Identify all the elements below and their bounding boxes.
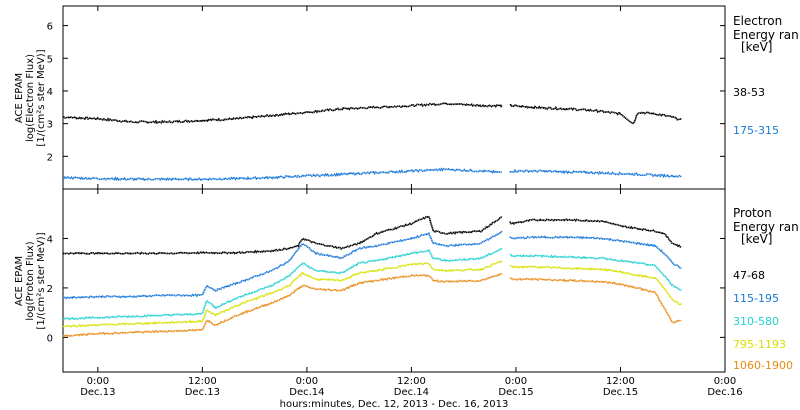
legend-item-310-580: 310-580 xyxy=(733,315,779,328)
series-47-68 xyxy=(509,218,682,248)
series-795-1193 xyxy=(509,264,682,306)
proton-legend-unit: [keV] xyxy=(741,232,772,246)
electron-legend-subtitle: Energy ran xyxy=(733,28,799,42)
x-axis: 0:00Dec.1312:00Dec.130:00Dec.1412:00Dec.… xyxy=(80,376,742,398)
series-1060-1900 xyxy=(509,277,682,324)
x-tick-day: Dec.14 xyxy=(394,387,429,398)
y-tick-label: 5 xyxy=(47,54,53,65)
y-tick-label: 2 xyxy=(47,284,53,295)
proton-legend-title: Proton xyxy=(733,206,772,220)
legend-item-38-53: 38-53 xyxy=(733,86,765,99)
proton-ylabel-line1: ACE EPAM xyxy=(14,256,25,306)
y-tick-label: 0 xyxy=(47,333,53,344)
series-1060-1900 xyxy=(62,272,503,338)
series-795-1193 xyxy=(62,260,503,328)
legend-item-47-68: 47-68 xyxy=(733,269,765,282)
series-310-580 xyxy=(509,253,682,292)
electron-ylabel-line3: [1/(cm²s ster MeV)] xyxy=(36,49,47,146)
electron-ylabel-line2: log(Electron Flux) xyxy=(25,54,36,142)
x-tick-day: Dec.15 xyxy=(603,387,638,398)
x-tick-time: 0:00 xyxy=(87,376,109,387)
proton-ylabel: ACE EPAM log(Proton Flux) [1/(cm²s ster … xyxy=(14,232,47,329)
proton-ylabel-line3: [1/(cm²s ster MeV)] xyxy=(36,232,47,329)
x-axis-label: hours:minutes, Dec. 12, 2013 - Dec. 16, … xyxy=(280,399,509,410)
series-310-580 xyxy=(62,247,503,321)
x-tick-day: Dec.13 xyxy=(185,387,220,398)
x-tick-time: 0:00 xyxy=(296,376,318,387)
electron-ylabel-line1: ACE EPAM xyxy=(14,73,25,123)
series-115-195 xyxy=(62,230,503,300)
series-38-53 xyxy=(509,103,682,125)
y-tick-label: 3 xyxy=(47,120,53,131)
electron-ylabel: ACE EPAM log(Electron Flux) [1/(cm²s ste… xyxy=(14,49,47,146)
series-175-315 xyxy=(62,167,503,182)
electron-legend-unit: [keV] xyxy=(741,40,772,54)
proton-legend-subtitle: Energy ran xyxy=(733,220,799,234)
y-tick-label: 4 xyxy=(47,87,53,98)
proton-ylabel-line2: log(Proton Flux) xyxy=(25,241,36,320)
x-tick-time: 0:00 xyxy=(714,376,736,387)
x-tick-day: Dec.15 xyxy=(498,387,533,398)
y-tick-label: 4 xyxy=(47,234,53,245)
electron-plot: 2 3 4 5 6 xyxy=(47,6,726,189)
x-tick-time: 12:00 xyxy=(606,376,635,387)
legend-item-1060-1900: 1060-1900 xyxy=(733,359,793,372)
electron-legend: Electron Energy ran [keV] 38-53 175-315 xyxy=(733,14,799,137)
x-tick-time: 12:00 xyxy=(397,376,426,387)
legend-item-115-195: 115-195 xyxy=(733,292,779,305)
y-tick-label: 6 xyxy=(47,22,53,33)
series-115-195 xyxy=(509,235,682,270)
y-tick-label: 2 xyxy=(47,152,53,163)
legend-item-175-315: 175-315 xyxy=(733,124,779,137)
x-tick-day: Dec.16 xyxy=(707,387,742,398)
series-38-53 xyxy=(62,101,503,125)
legend-item-795-1193: 795-1193 xyxy=(733,338,786,351)
x-tick-day: Dec.14 xyxy=(289,387,324,398)
proton-panel-frame xyxy=(62,188,726,373)
x-tick-time: 12:00 xyxy=(188,376,217,387)
electron-panel-frame xyxy=(62,5,726,190)
series-47-68 xyxy=(62,215,503,256)
series-175-315 xyxy=(509,168,682,179)
x-tick-time: 0:00 xyxy=(505,376,527,387)
proton-legend: Proton Energy ran [keV] 47-68 115-195 310-… xyxy=(733,206,799,372)
electron-legend-title: Electron xyxy=(733,14,782,28)
proton-plot: 0 2 4 xyxy=(47,189,726,372)
x-tick-day: Dec.13 xyxy=(80,387,115,398)
